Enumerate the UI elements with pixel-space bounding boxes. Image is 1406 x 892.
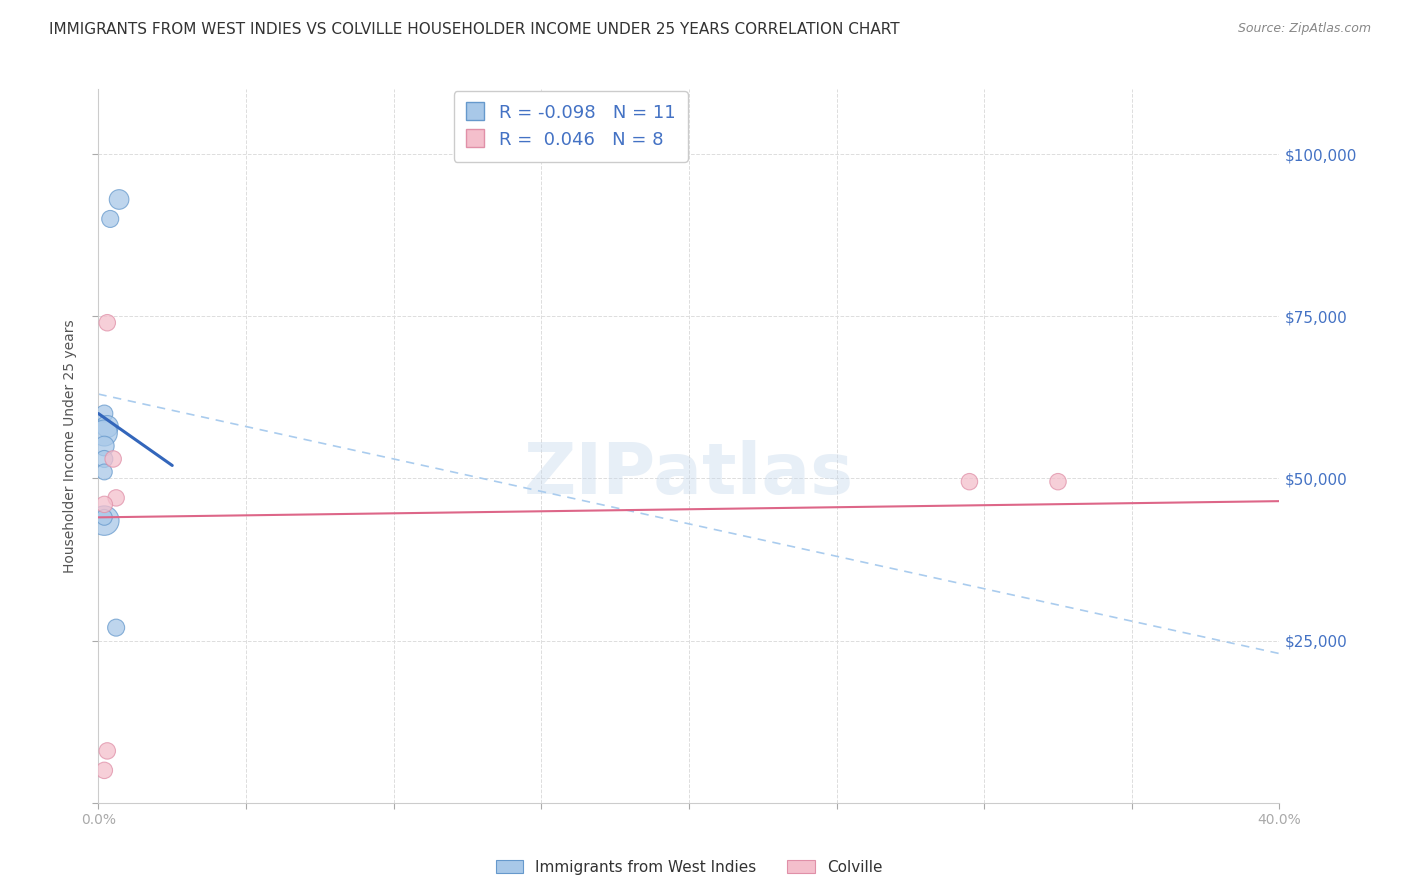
Text: Source: ZipAtlas.com: Source: ZipAtlas.com [1237, 22, 1371, 36]
Point [93, 764, 115, 778]
Point [96, 316, 118, 330]
Y-axis label: Householder Income Under 25 years: Householder Income Under 25 years [63, 319, 77, 573]
Point [105, 621, 128, 635]
Point [93, 510, 115, 524]
Point [93, 514, 115, 528]
Point [93, 452, 115, 467]
Point [103, 452, 125, 467]
Point [959, 475, 981, 489]
Point [93, 439, 115, 453]
Point [98, 211, 121, 226]
Text: ZIPatlas: ZIPatlas [524, 440, 853, 509]
Point [93, 407, 115, 421]
Legend: Immigrants from West Indies, Colville: Immigrants from West Indies, Colville [489, 854, 889, 880]
Point [105, 491, 128, 505]
Point [93, 465, 115, 479]
Point [1046, 475, 1069, 489]
Point [93, 497, 115, 511]
Text: IMMIGRANTS FROM WEST INDIES VS COLVILLE HOUSEHOLDER INCOME UNDER 25 YEARS CORREL: IMMIGRANTS FROM WEST INDIES VS COLVILLE … [49, 22, 900, 37]
Point [96, 744, 118, 758]
Point [96, 419, 118, 434]
Point [93, 425, 115, 440]
Point [108, 193, 131, 207]
